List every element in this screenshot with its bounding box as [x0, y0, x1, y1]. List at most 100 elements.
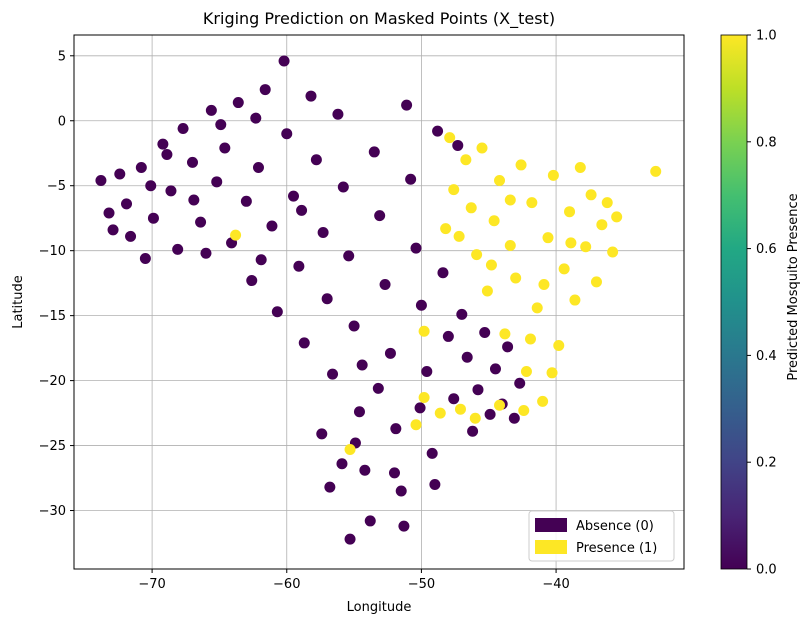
legend-swatch-presence	[535, 540, 567, 554]
x-tick-label: −40	[542, 577, 569, 592]
absence-point	[414, 402, 426, 414]
absence-point	[135, 162, 147, 174]
absence-point	[372, 382, 384, 394]
presence-point	[418, 325, 430, 337]
presence-point	[440, 223, 452, 235]
absence-point	[415, 299, 427, 311]
presence-point	[546, 367, 558, 379]
y-tick-label: −10	[39, 244, 66, 259]
presence-point	[510, 272, 522, 284]
presence-point	[650, 165, 662, 177]
legend-label-absence: Absence (0)	[576, 519, 654, 534]
presence-point	[418, 391, 430, 403]
x-axis-label: Longitude	[347, 600, 412, 615]
absence-point	[337, 181, 349, 193]
absence-point	[421, 366, 433, 378]
absence-point	[410, 242, 422, 254]
presence-point	[520, 366, 532, 378]
scatter-points	[95, 55, 662, 545]
presence-point	[460, 154, 472, 166]
absence-point	[502, 341, 514, 353]
absence-point	[353, 406, 365, 418]
absence-point	[336, 458, 348, 470]
presence-point	[515, 159, 527, 171]
absence-point	[348, 320, 360, 332]
absence-point	[429, 479, 441, 491]
y-axis-label: Latitude	[11, 275, 26, 329]
absence-point	[437, 267, 449, 279]
colorbar-ticks: 0.0 0.2 0.4 0.6 0.8 1.0	[747, 29, 777, 578]
absence-point	[252, 162, 264, 174]
absence-point	[359, 464, 371, 476]
absence-point	[172, 243, 184, 255]
presence-point	[469, 412, 481, 424]
absence-point	[401, 99, 413, 111]
presence-point	[564, 206, 576, 218]
presence-point	[504, 194, 516, 206]
absence-point	[157, 138, 169, 150]
absence-point	[356, 359, 368, 371]
absence-point	[514, 377, 526, 389]
presence-point	[537, 395, 549, 407]
presence-point	[494, 399, 506, 411]
presence-point	[518, 404, 530, 416]
absence-point	[278, 55, 290, 67]
absence-point	[390, 423, 402, 435]
y-tick-label: −15	[39, 309, 66, 324]
presence-point	[494, 175, 506, 187]
absence-point	[103, 207, 115, 219]
y-tick-label: −30	[39, 504, 66, 519]
absence-point	[343, 250, 355, 262]
absence-point	[368, 146, 380, 158]
absence-point	[332, 108, 344, 120]
presence-point	[476, 142, 488, 154]
absence-point	[121, 198, 133, 210]
absence-point	[232, 97, 244, 109]
absence-point	[287, 190, 299, 202]
absence-point	[448, 393, 460, 405]
absence-point	[456, 308, 468, 320]
absence-point	[432, 125, 444, 137]
absence-point	[259, 84, 271, 96]
presence-point	[504, 239, 516, 251]
absence-point	[327, 368, 339, 380]
presence-point	[542, 232, 554, 244]
absence-point	[379, 278, 391, 290]
colorbar-tick-label: 0.2	[756, 456, 777, 471]
presence-point	[569, 294, 581, 306]
presence-point	[601, 197, 613, 209]
x-axis-ticks: −70 −60 −50 −40	[138, 569, 570, 592]
presence-point	[607, 246, 619, 258]
absence-point	[246, 275, 258, 287]
plot-frame	[73, 34, 685, 570]
legend: Absence (0) Presence (1)	[528, 510, 675, 562]
presence-point	[499, 328, 511, 340]
colorbar-label: Predicted Mosquito Presence	[786, 193, 801, 380]
presence-point	[526, 197, 538, 209]
absence-point	[177, 123, 189, 135]
y-tick-label: 5	[58, 49, 66, 64]
y-axis-ticks: 5 0 −5 −10 −15 −20 −25 −30	[39, 49, 74, 519]
absence-point	[240, 195, 252, 207]
presence-point	[531, 302, 543, 314]
absence-point	[145, 180, 157, 192]
absence-point	[426, 447, 438, 459]
absence-point	[188, 194, 200, 206]
absence-point	[479, 327, 491, 339]
absence-point	[296, 204, 308, 216]
presence-point	[547, 169, 559, 181]
colorbar-gradient	[720, 34, 748, 570]
x-tick-label: −50	[408, 577, 435, 592]
presence-point	[524, 333, 536, 345]
absence-point	[472, 384, 484, 396]
legend-label-presence: Presence (1)	[576, 541, 657, 556]
x-tick-label: −70	[138, 577, 165, 592]
absence-point	[95, 175, 107, 187]
y-tick-label: 0	[58, 114, 66, 129]
colorbar-tick-label: 0.4	[756, 349, 777, 364]
absence-point	[398, 520, 410, 532]
presence-point	[471, 249, 483, 261]
y-tick-label: −5	[47, 179, 66, 194]
colorbar-tick-label: 0.0	[756, 563, 777, 578]
